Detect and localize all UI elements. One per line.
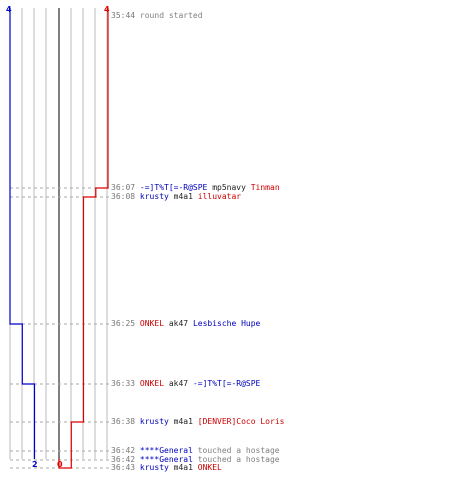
log-line: 36:42 ****General touched a hostage xyxy=(111,455,280,465)
event-killer: krusty xyxy=(139,192,169,201)
event-time: 36:38 xyxy=(111,417,136,426)
log-line: 36:43 krusty m4a1 ONKEL xyxy=(111,463,222,473)
log-line: 36:38 krusty m4a1 [DENVER]Coco Loris xyxy=(111,417,284,427)
event-weapon: ak47 xyxy=(168,379,189,388)
event-killer: -=]T%T[=-R@SPE xyxy=(139,183,208,192)
log-line: 36:07 -=]T%T[=-R@SPE mp5navy Tinman xyxy=(111,183,280,193)
event-actor: ****General xyxy=(139,446,193,455)
log-line: 36:33 ONKEL ak47 -=]T%T[=-R@SPE xyxy=(111,379,260,389)
red-team-score-line xyxy=(58,8,109,469)
event-victim: illuvatar xyxy=(197,192,242,201)
log-line: 36:08 krusty m4a1 illuvatar xyxy=(111,192,241,202)
event-killer: ONKEL xyxy=(139,379,165,388)
event-time: 36:42 xyxy=(111,455,136,464)
event-weapon: m4a1 xyxy=(173,417,193,426)
event-victim: [DENVER]Coco Loris xyxy=(197,417,285,426)
event-weapon: ak47 xyxy=(168,319,189,328)
event-killer: krusty xyxy=(139,463,169,472)
event-victim: ONKEL xyxy=(197,463,222,472)
event-time: 36:25 xyxy=(111,319,136,328)
event-time: 36:07 xyxy=(111,183,136,192)
event-time: 36:43 xyxy=(111,463,136,472)
event-weapon: mp5navy xyxy=(212,183,246,192)
event-action: touched a hostage xyxy=(197,446,280,455)
event-message: round started xyxy=(139,11,203,20)
log-line: 36:42 ****General touched a hostage xyxy=(111,446,280,456)
blue-end-score: 2 xyxy=(32,460,38,469)
event-time: 36:42 xyxy=(111,446,136,455)
event-time: 35:44 xyxy=(111,11,136,20)
blue-team-score-line xyxy=(9,8,36,459)
event-killer: ONKEL xyxy=(139,319,165,328)
event-victim: Tinman xyxy=(250,183,280,192)
event-victim: Lesbische Hupe xyxy=(192,319,261,328)
log-line: 36:25 ONKEL ak47 Lesbische Hupe xyxy=(111,319,260,329)
event-action: touched a hostage xyxy=(197,455,280,464)
event-weapon: m4a1 xyxy=(173,463,193,472)
event-time: 36:08 xyxy=(111,192,136,201)
red-start-score: 4 xyxy=(104,5,110,14)
event-killer: krusty xyxy=(139,417,169,426)
log-line: 35:44 round started xyxy=(111,11,203,21)
red-end-score: 0 xyxy=(57,460,63,469)
blue-start-score: 4 xyxy=(6,5,12,14)
event-weapon: m4a1 xyxy=(173,192,193,201)
event-actor: ****General xyxy=(139,455,193,464)
event-victim: -=]T%T[=-R@SPE xyxy=(192,379,261,388)
event-time: 36:33 xyxy=(111,379,136,388)
